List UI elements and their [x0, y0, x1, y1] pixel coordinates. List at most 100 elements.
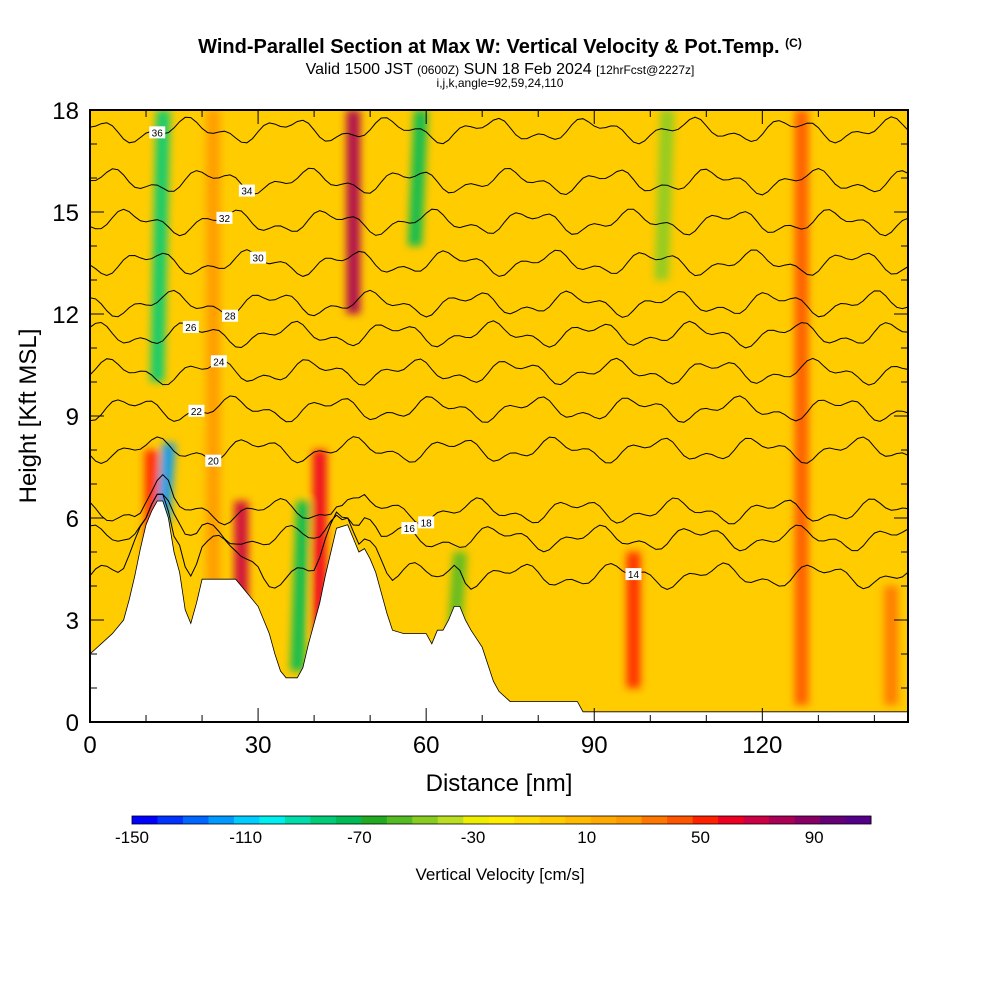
colorbar-swatch [743, 816, 770, 824]
downdraft-band [150, 110, 171, 382]
chart-title: Wind-Parallel Section at Max W: Vertical… [198, 36, 802, 58]
colorbar-swatch [820, 816, 847, 824]
theta-contour-label: 14 [628, 570, 640, 581]
updraft-band [794, 110, 809, 705]
chart-indices: i,j,k,angle=92,59,24,110 [436, 76, 564, 90]
colorbar-tick-labels: -150 -110 -70 -30 10 50 90 [115, 828, 824, 847]
colorbar-swatch [182, 816, 209, 824]
colorbar-swatch [463, 816, 490, 824]
updraft-band [346, 110, 361, 314]
theta-contour-label-bg [401, 522, 418, 535]
theta-contour-labels: 14 16 18 20 22 24 26 28 30 32 34 36 [149, 126, 642, 581]
x-tick-label: 60 [413, 732, 440, 759]
colorbar-tick-label: 90 [805, 828, 824, 847]
colorbar-swatch [412, 816, 439, 824]
theta-contour-label-bg [238, 184, 255, 197]
chart-subtitle: Valid 1500 JST (0600Z) SUN 18 Feb 2024 [… [305, 61, 695, 78]
theta-contour-label: 24 [213, 357, 225, 368]
colorbar-swatch [335, 816, 362, 824]
x-tick-label: 0 [83, 732, 96, 759]
colorbar-swatch [259, 816, 286, 824]
y-axis-label: Height [Kft MSL] [15, 329, 42, 504]
theta-contour-label-bg [188, 404, 205, 417]
theta-contour-label-bg [216, 211, 233, 224]
theta-contour-label-bg [625, 568, 642, 581]
colorbar-swatch [794, 816, 821, 824]
y-tick-label: 12 [52, 302, 79, 329]
colorbar-swatch [233, 816, 260, 824]
updraft-band [234, 501, 249, 603]
y-tick-label: 15 [52, 200, 79, 227]
theta-contour-line [90, 473, 908, 526]
colorbar-frame [131, 815, 872, 825]
theta-contour-label: 22 [191, 407, 203, 418]
y-tick-label: 6 [66, 506, 79, 533]
theta-contour-line [90, 493, 908, 553]
colorbar-tick-label: -70 [347, 828, 372, 847]
colorbar-swatch [284, 816, 311, 824]
colorbar-swatch [769, 816, 796, 824]
x-tick-label: 90 [581, 732, 608, 759]
theta-contour-line [90, 116, 908, 145]
colorbar-swatch [641, 816, 668, 824]
colorbar-swatch [845, 816, 872, 824]
updraft-band [626, 552, 641, 688]
downdraft-band [290, 501, 311, 671]
theta-contour-line [90, 320, 908, 349]
x-axis-label: Distance [nm] [426, 770, 573, 797]
title-mark: (C) [785, 36, 802, 50]
y-tick-label: 0 [66, 710, 79, 737]
colorbar-tick-label: -150 [115, 828, 149, 847]
colorbar-swatch [590, 816, 617, 824]
y-tick-label: 3 [66, 608, 79, 635]
downdraft-band [654, 110, 675, 280]
colorbar-swatch [488, 816, 515, 824]
colorbar [131, 815, 872, 825]
colorbar-swatch [565, 816, 592, 824]
colorbar-tick-label: 10 [577, 828, 596, 847]
theta-contour-label-bg [250, 251, 267, 264]
theta-contour-label: 20 [208, 457, 220, 468]
theta-contour-label: 16 [404, 524, 416, 535]
theta-contour-label: 26 [185, 323, 197, 334]
colorbar-tick-label: -110 [229, 828, 262, 847]
theta-contour-label-bg [149, 126, 166, 139]
colorbar-swatch [310, 816, 337, 824]
updraft-band [206, 110, 221, 586]
theta-contour-line [90, 493, 908, 590]
updraft-band [884, 586, 899, 705]
colorbar-swatch [616, 816, 643, 824]
colorbar-swatch [386, 816, 413, 824]
colorbar-swatch [132, 816, 158, 824]
x-tick-labels: 0 30 60 90 120 [83, 732, 782, 759]
theta-contour-label-bg [418, 516, 435, 529]
x-tick-label: 120 [742, 732, 782, 759]
colorbar-swatch [539, 816, 566, 824]
x-tick-label: 30 [245, 732, 272, 759]
terrain [90, 500, 908, 722]
axis-ticks [89, 109, 908, 723]
theta-contour-label: 32 [219, 214, 231, 225]
y-tick-labels: 0 3 6 9 12 15 18 [52, 98, 79, 737]
theta-contour-label: 28 [225, 312, 237, 323]
theta-contour-line [90, 436, 908, 465]
y-tick-label: 18 [52, 98, 79, 125]
theta-contour-line [90, 249, 908, 277]
theta-contour-label-bg [222, 309, 239, 322]
plot-area: 14 16 18 20 22 24 26 28 30 32 34 36 [90, 110, 908, 722]
colorbar-tick-label: 50 [691, 828, 710, 847]
colorbar-swatch [692, 816, 719, 824]
colorbar-tick-label: -30 [461, 828, 486, 847]
colorbar-swatch [667, 816, 694, 824]
colorbar-swatch [437, 816, 464, 824]
colorbar-swatch [361, 816, 388, 824]
colorbar-label: Vertical Velocity [cm/s] [415, 865, 584, 884]
theta-contour-label-bg [210, 355, 227, 368]
y-tick-label: 9 [66, 404, 79, 431]
theta-contour-label: 30 [253, 254, 265, 265]
downdraft-band [407, 110, 428, 246]
theta-contour-label: 36 [152, 128, 164, 139]
velocity-bands [144, 110, 899, 705]
theta-contour-label-bg [182, 320, 199, 333]
